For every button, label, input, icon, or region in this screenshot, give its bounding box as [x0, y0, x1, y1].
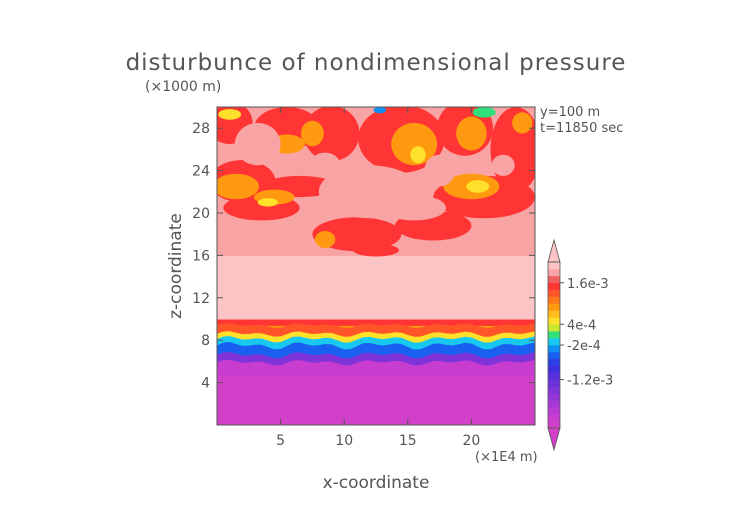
field-patch-27: [373, 107, 387, 114]
colorbar-label: -1.2e-3: [567, 374, 613, 389]
chart-title: disturbunce of nondimensional pressure: [126, 50, 627, 76]
colorbar-segment-8: [548, 365, 560, 373]
x-axis-unit: (×1E4 m): [475, 450, 538, 465]
field-patch-21: [300, 120, 324, 147]
field-patch-13: [217, 173, 259, 200]
field-hole-4: [424, 154, 455, 187]
colorbar: 1.6e-3 4e-4 -2e-4 -1.2e-3: [547, 238, 613, 452]
field-patch-12: [353, 243, 399, 257]
field-patch-7: [312, 217, 402, 252]
y-tick-label: 4: [201, 376, 210, 392]
colorbar-label: -2e-4: [567, 339, 601, 354]
colorbar-segment-16: [548, 310, 560, 318]
colorbar-segment-10: [548, 351, 560, 360]
x-axis-label: x-coordinate: [323, 473, 430, 493]
y-tick-label: 16: [192, 248, 210, 264]
colorbar-segment-7: [548, 372, 560, 380]
colorbar-segment-2: [548, 407, 560, 415]
y-tick-label: 8: [201, 333, 210, 349]
colorbar-segment-1: [548, 414, 560, 422]
y-tick-label: 12: [192, 291, 210, 307]
x-tick-label: 15: [399, 433, 417, 449]
colorbar-segment-23: [548, 262, 560, 270]
x-tick-label: 10: [335, 433, 353, 449]
y-position-annotation: y=100 m: [540, 105, 600, 120]
field-hole-5: [491, 154, 515, 176]
field-patch-17: [456, 116, 487, 151]
field-patch-23: [466, 180, 490, 193]
colorbar-segment-11: [548, 345, 560, 353]
plot-frame: [216, 106, 536, 426]
field-patch-25: [218, 109, 242, 120]
colorbar-label: 4e-4: [567, 318, 596, 333]
field-hole-2: [382, 194, 446, 221]
y-tick-label: 20: [192, 206, 210, 222]
colorbar-segment-13: [548, 331, 560, 339]
field-patch-2: [303, 107, 360, 162]
y-axis-unit: (×1000 m): [145, 79, 221, 95]
contour-field: [217, 107, 535, 425]
colorbar-segment-15: [548, 317, 560, 325]
field-hole-3: [309, 152, 341, 179]
colorbar-arrow-top: [547, 238, 561, 263]
colorbar-segment-14: [548, 324, 560, 332]
field-layer-7: [217, 319, 535, 326]
colorbar-segment-20: [548, 282, 560, 290]
time-annotation: t=11850 sec: [540, 121, 623, 136]
colorbar-segment-3: [548, 400, 560, 408]
colorbar-segment-21: [548, 275, 560, 284]
colorbar-segment-0: [548, 421, 560, 429]
field-layer-8: [217, 255, 535, 320]
field-patch-20: [314, 231, 336, 248]
field-patch-24: [410, 146, 426, 164]
colorbar-segment-5: [548, 386, 560, 394]
colorbar-segment-6: [548, 379, 560, 387]
colorbar-segment-12: [548, 338, 560, 346]
colorbar-segment-9: [548, 358, 560, 367]
boundary-magenta: [217, 359, 535, 376]
y-tick-label: 28: [192, 121, 210, 137]
colorbar-segment-4: [548, 393, 560, 401]
field-patch-19: [512, 112, 533, 134]
field-patch-26: [472, 107, 496, 118]
colorbar-segment-18: [548, 296, 560, 304]
x-tick-label: 20: [462, 433, 480, 449]
y-axis-label: z-coordinate: [166, 213, 186, 319]
axes: 5 10 15 20 4 8 12 16 20 24 28: [192, 107, 535, 449]
colorbar-segment-17: [548, 303, 560, 311]
colorbar-arrow-bottom: [547, 427, 561, 452]
colorbar-label: 1.6e-3: [567, 277, 609, 292]
colorbar-segment-19: [548, 289, 560, 297]
colorbar-segment-22: [548, 268, 560, 277]
field-hole-0: [234, 122, 281, 166]
field-patch-22: [257, 198, 279, 207]
y-tick-label: 24: [192, 164, 210, 180]
x-tick-label: 5: [276, 433, 285, 449]
